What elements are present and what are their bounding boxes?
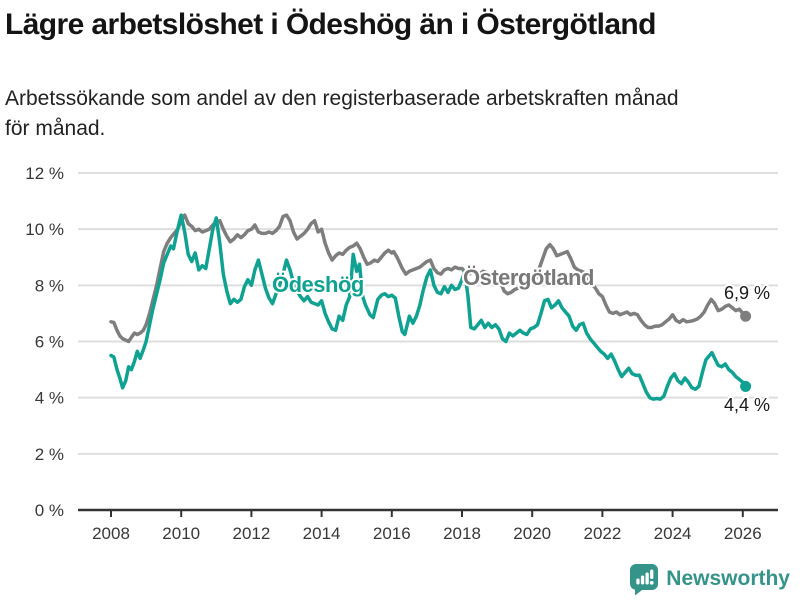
y-tick-label-12: 12 % xyxy=(25,164,64,183)
end-value-label-ostergotland: 6,9 % xyxy=(724,283,770,303)
x-tick-label-2022: 2022 xyxy=(583,524,621,543)
x-tick-label-2010: 2010 xyxy=(162,524,200,543)
chart-generated-layer: 0 % 2 % 4 % 6 % 8 % 10 % 12 % 2008 2010 2012 2014 2… xyxy=(25,164,778,543)
y-tick-label-2: 2 % xyxy=(35,445,64,464)
end-dot-odeshog xyxy=(740,380,752,392)
y-tick-label-8: 8 % xyxy=(35,276,64,295)
y-tick-label-4: 4 % xyxy=(35,389,64,408)
x-tick-label-2020: 2020 xyxy=(513,524,551,543)
end-value-label-odeshog: 4,4 % xyxy=(724,395,770,415)
y-tick-label-6: 6 % xyxy=(35,333,64,352)
x-tick-label-2016: 2016 xyxy=(373,524,411,543)
y-tick-label-0: 0 % xyxy=(35,501,64,520)
x-tick-label-2012: 2012 xyxy=(232,524,270,543)
x-tick-label-2026: 2026 xyxy=(724,524,762,543)
chart-subtitle-line1: Arbetssökande som andel av den registerb… xyxy=(5,87,679,110)
x-tick-label-2014: 2014 xyxy=(303,524,341,543)
newsworthy-bubble-chart-icon xyxy=(630,563,659,595)
series-label-ostergotland: Östergötland xyxy=(463,265,594,290)
x-tick-label-2008: 2008 xyxy=(92,524,130,543)
y-tick-label-10: 10 % xyxy=(25,220,64,239)
end-dot-ostergotland xyxy=(740,310,752,322)
chart-subtitle-line2: för månad. xyxy=(5,117,106,140)
newsworthy-brand-text: Newsworthy xyxy=(666,567,790,590)
x-tick-label-2018: 2018 xyxy=(443,524,481,543)
series-line-odeshog xyxy=(109,213,748,401)
series-label-odeshog: Ödeshög xyxy=(272,272,364,297)
chart-title: Lägre arbetslöshet i Ödeshög än i Österg… xyxy=(5,8,656,41)
newsworthy-logo: Newsworthy xyxy=(629,563,790,595)
series-line-ostergotland xyxy=(109,213,748,344)
chart-subtitle: Arbetssökande som andel av den registerb… xyxy=(5,84,795,144)
x-tick-label-2024: 2024 xyxy=(654,524,692,543)
